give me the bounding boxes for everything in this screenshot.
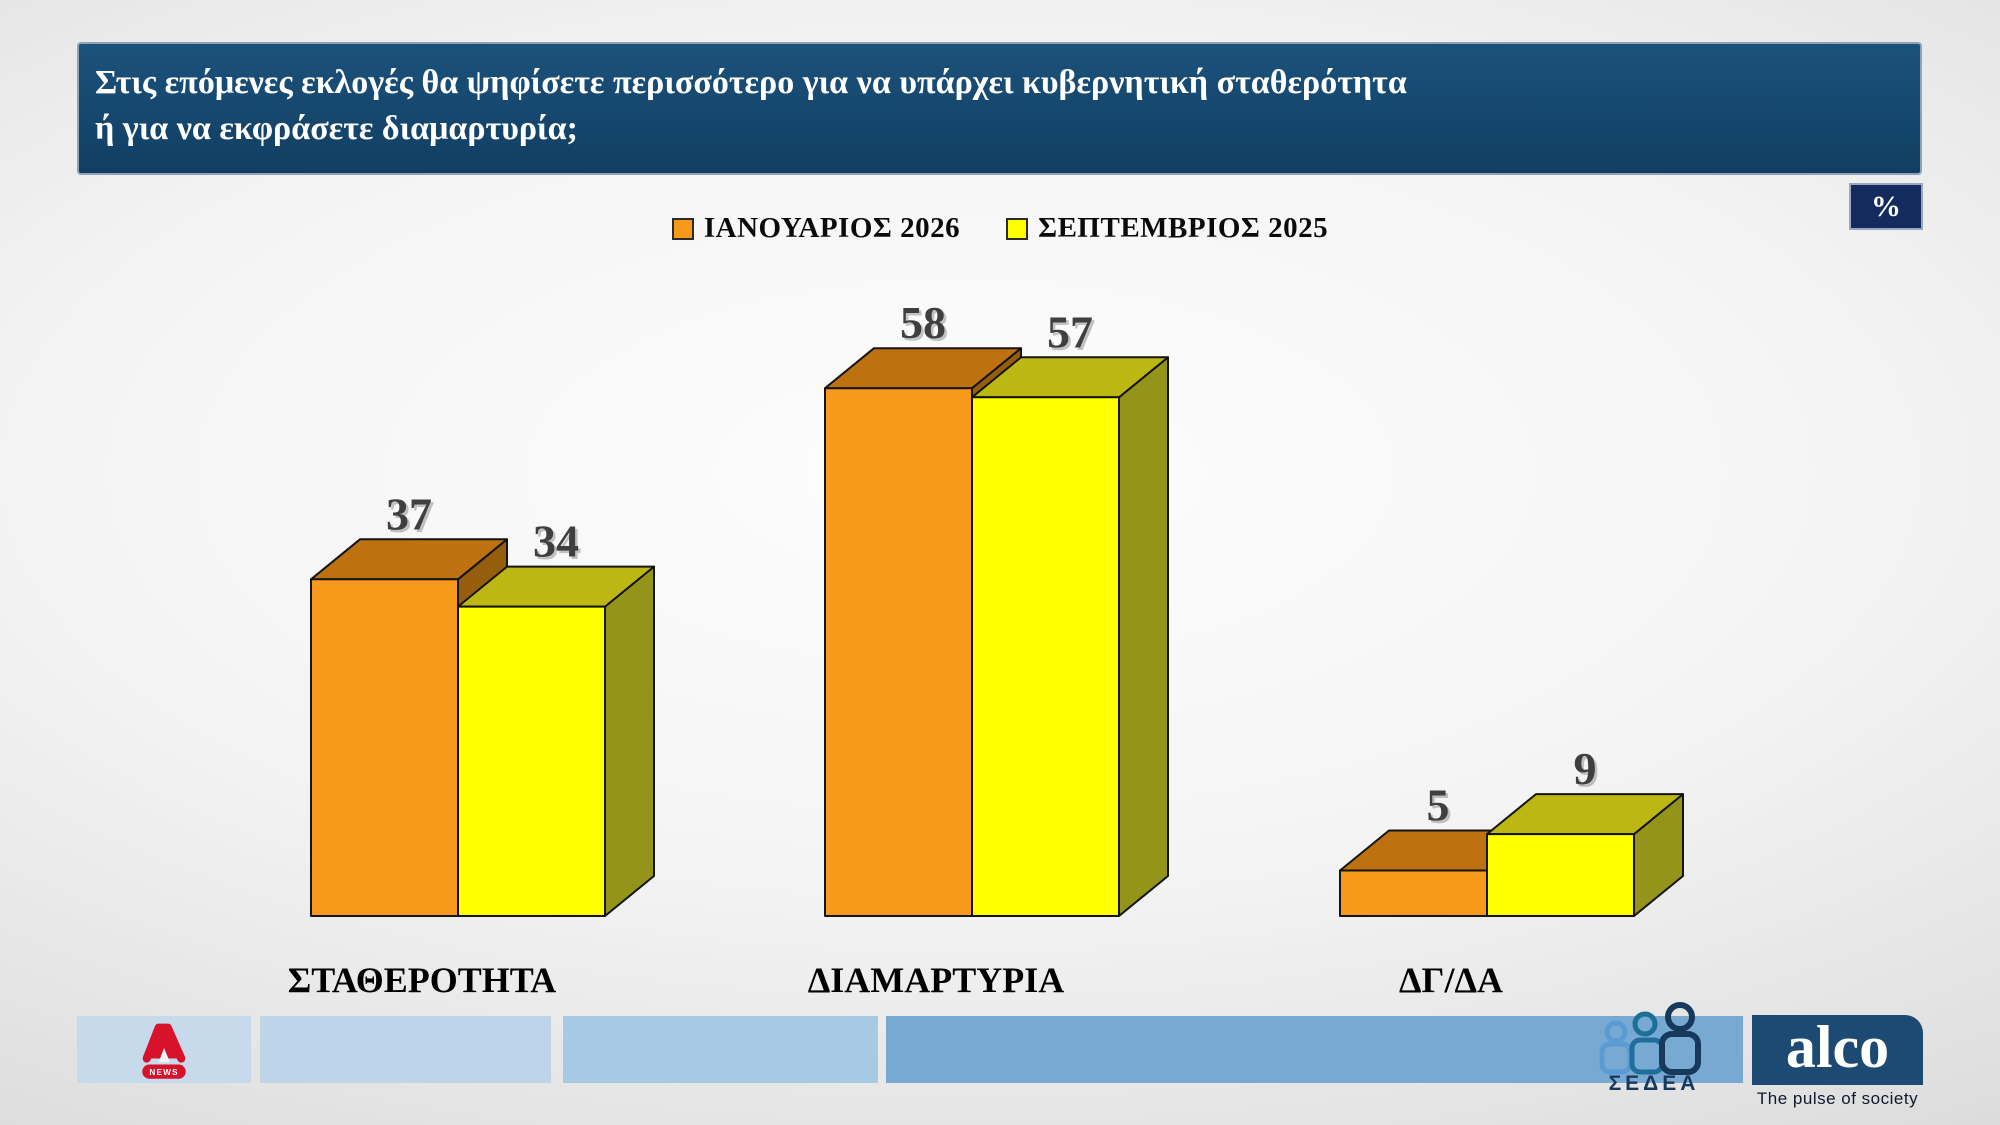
bar-σεπτεμβριος-2025-σταθεροτητα-side: [604, 565, 655, 917]
alpha-a-notch: [158, 1048, 170, 1063]
percent-unit-badge: %: [1849, 183, 1923, 230]
alco-tagline: The pulse of society: [1756, 1089, 1919, 1108]
sedea-logo: ΣΕΔΕΑ: [1599, 1002, 1701, 1094]
value-label-bar-σεπτεμβριος-2025-σταθεροτητα: 34: [533, 516, 579, 567]
chart-legend: ΙΑΝΟΥΑΡΙΟΣ 2026 ΣΕΠΤΕΜΒΡΙΟΣ 2025: [0, 212, 2000, 245]
value-label-bar-σεπτεμβριος-2025-διαμαρτυρια-shadow: 57: [1050, 309, 1096, 360]
value-label-bar-ιανουαριος-2026-διαμαρτυρια-shadow: 58: [903, 300, 949, 351]
value-label-bar-ιανουαριος-2026-σταθεροτητα-shadow: 37: [389, 491, 435, 542]
legend-swatch-orange-icon: [671, 217, 694, 240]
value-label-bar-ιανουαριος-2026-διαμαρτυρια: 58: [900, 297, 946, 348]
value-label-bar-σεπτεμβριος-2025-δγ/δα-shadow: 9: [1576, 746, 1599, 797]
legend-label: ΣΕΠΤΕΜΒΡΙΟΣ 2025: [1038, 212, 1329, 244]
alpha-news-pill: [142, 1064, 186, 1079]
bar-σεπτεμβριος-2025-διαμαρτυρια-front: [971, 396, 1120, 917]
alpha-news-logo: NEWS: [142, 1023, 186, 1079]
sedea-head-left-icon: [1604, 1020, 1628, 1044]
category-label-διαμαρτυρια: ΔΙΑΜΑΡΤΥΡΙΑ: [808, 960, 1065, 1000]
alpha-news-label: NEWS: [149, 1068, 178, 1077]
value-label-bar-σεπτεμβριος-2025-σταθεροτητα-shadow: 34: [536, 518, 582, 569]
bar-ιανουαριος-2026-σταθεροτητα-front: [310, 578, 459, 917]
legend-swatch-yellow-icon: [1006, 217, 1029, 240]
sedea-head-right-icon: [1665, 1002, 1695, 1032]
legend-label: ΙΑΝΟΥΑΡΙΟΣ 2026: [703, 212, 961, 244]
value-label-bar-ιανουαριος-2026-δγ/δα: 5: [1427, 780, 1450, 831]
bar-ιανουαριος-2026-δγ/δα-front: [1339, 869, 1488, 917]
value-label-bar-σεπτεμβριος-2025-διαμαρτυρια: 57: [1047, 306, 1093, 357]
value-label-bar-σεπτεμβριος-2025-δγ/δα: 9: [1574, 743, 1597, 794]
alco-logo-box: alco: [1752, 1015, 1923, 1085]
question-title-line2: ή για να εκφράσετε διαμαρτυρία;: [95, 110, 578, 147]
sedea-body-mid-icon: [1629, 1037, 1665, 1075]
bar-σεπτεμβριος-2025-σταθεροτητα-front: [457, 605, 606, 917]
bar-ιανουαριος-2026-διαμαρτυρια-front: [824, 387, 973, 917]
category-label-δγ/δα: ΔΓ/ΔΑ: [1399, 960, 1503, 1000]
sedea-label: ΣΕΔΕΑ: [1609, 1072, 1700, 1094]
footer-segment-3: [563, 1016, 878, 1083]
question-title-line1: Στις επόμενες εκλογές θα ψηφίσετε περισσ…: [95, 64, 1407, 101]
question-banner: Στις επόμενες εκλογές θα ψηφίσετε περισσ…: [77, 42, 1922, 175]
footer-segment-2: [260, 1016, 551, 1083]
bar-σεπτεμβριος-2025-διαμαρτυρια-side: [1118, 356, 1169, 917]
legend-item-january-2026: ΙΑΝΟΥΑΡΙΟΣ 2026: [671, 212, 961, 245]
sedea-head-mid-icon: [1632, 1011, 1658, 1037]
value-label-bar-ιανουαριος-2026-σταθεροτητα: 37: [386, 488, 432, 539]
category-label-σταθεροτητα: ΣΤΑΘΕΡΟΤΗΤΑ: [288, 960, 557, 1000]
alco-wordmark: alco: [1785, 1014, 1890, 1080]
sedea-body-left-icon: [1599, 1041, 1633, 1075]
legend-item-september-2025: ΣΕΠΤΕΜΒΡΙΟΣ 2025: [1006, 212, 1328, 245]
value-label-bar-ιανουαριος-2026-δγ/δα-shadow: 5: [1429, 782, 1452, 833]
sedea-body-right-icon: [1659, 1031, 1701, 1075]
bar-σεπτεμβριος-2025-δγ/δα-front: [1486, 833, 1635, 917]
alpha-a-icon: [142, 1023, 186, 1063]
